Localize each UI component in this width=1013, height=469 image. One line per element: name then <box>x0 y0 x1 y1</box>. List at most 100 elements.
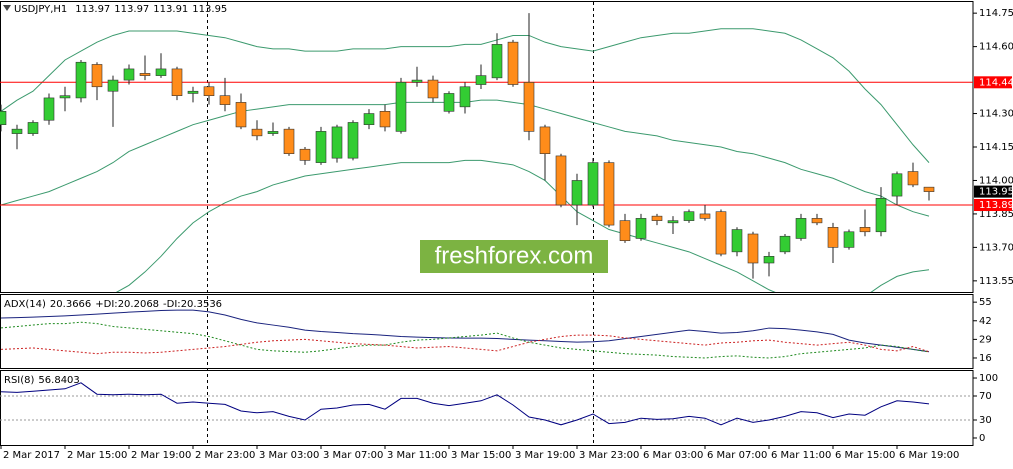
indicator-value: 20.3536 <box>181 299 222 310</box>
x-tick-label: 2 Mar 23:00 <box>195 450 255 461</box>
ohlc-value: 113.95 <box>192 4 227 15</box>
candle-body <box>155 68 167 76</box>
x-tick-label: 3 Mar 11:00 <box>387 450 447 461</box>
candle-body <box>347 122 359 159</box>
candle-body <box>763 256 775 264</box>
y-tick-label: 30 <box>979 415 992 426</box>
candle-body <box>443 93 455 112</box>
y-tick-label: 55 <box>979 297 992 308</box>
candle-body <box>667 220 679 224</box>
x-tick-label: 6 Mar 07:00 <box>707 450 767 461</box>
candle-body <box>411 79 423 83</box>
candle-body <box>75 61 87 99</box>
x-tick-label: 2 Mar 19:00 <box>131 450 191 461</box>
candle-body <box>779 235 791 253</box>
indicator-line <box>0 28 930 163</box>
candle-body <box>107 79 119 92</box>
y-tick-label: 114.60 <box>979 42 1013 53</box>
candle-body <box>395 82 407 132</box>
ohlc-value: 113.97 <box>114 4 149 15</box>
x-tick-label: 2 Mar 15:00 <box>67 450 127 461</box>
x-tick-label: 6 Mar 19:00 <box>899 450 959 461</box>
y-tick-label: 16 <box>979 353 992 364</box>
adx-pane-frame <box>0 294 974 369</box>
y-tick-label: 113.70 <box>979 242 1013 253</box>
candle-body <box>91 64 103 88</box>
y-tick-label: 114.00 <box>979 175 1013 186</box>
indicator-name: ADX(14) <box>4 299 46 310</box>
indicator-value: 20.3666 <box>50 299 91 310</box>
y-tick-label: 114.15 <box>979 142 1013 153</box>
current-price-box <box>974 185 1012 198</box>
price-label-box <box>974 76 1012 89</box>
candle-body <box>907 171 919 186</box>
y-tick-label: 100 <box>979 373 998 384</box>
indicator-name: RSI(8) <box>4 375 35 386</box>
indicator-line <box>0 382 930 426</box>
candle-body <box>11 128 23 134</box>
x-tick-label: 3 Mar 15:00 <box>451 450 511 461</box>
indicator-line <box>115 159 930 292</box>
candle-body <box>603 162 615 226</box>
candle-body <box>235 102 247 128</box>
x-tick-label: 3 Mar 07:00 <box>323 450 383 461</box>
ohlc-value: 113.91 <box>153 4 188 15</box>
x-tick-label: 6 Mar 11:00 <box>771 450 831 461</box>
y-tick-label: 0 <box>979 433 985 444</box>
candle-body <box>683 211 695 221</box>
ohlc-value: 113.97 <box>75 4 110 15</box>
y-tick-label: 114.30 <box>979 109 1013 120</box>
candle-body <box>843 231 855 248</box>
x-tick-label: 6 Mar 15:00 <box>835 450 895 461</box>
candle-body <box>507 41 519 85</box>
candle-body <box>795 218 807 239</box>
candle-body <box>491 44 503 79</box>
y-tick-label: 42 <box>979 316 992 327</box>
candle-body <box>203 86 215 96</box>
price-label: 113.89 <box>979 200 1013 211</box>
candle-body <box>523 82 535 132</box>
price-label-box <box>974 199 1012 211</box>
candle-body <box>363 113 375 125</box>
indicator-value: 20.2068 <box>118 299 159 310</box>
candle-body <box>827 227 839 248</box>
indicator-header: ADX(14) 20.3666 +DI:20.2068 -DI:20.3536 <box>4 299 222 310</box>
indicator-name: -DI: <box>163 299 181 310</box>
candle-body <box>43 97 55 121</box>
indicator-line <box>0 309 930 353</box>
watermark-box <box>420 240 608 273</box>
candle-body <box>283 128 295 154</box>
x-tick-label: 6 Mar 03:00 <box>643 450 703 461</box>
candle-body <box>251 128 263 137</box>
candle-body <box>923 186 935 192</box>
candle-body <box>811 218 823 224</box>
candle-body <box>123 68 135 81</box>
candle-body <box>27 122 39 134</box>
y-tick-label: 29 <box>979 334 992 345</box>
candle-body <box>427 79 439 99</box>
x-tick-label: 3 Mar 19:00 <box>515 450 575 461</box>
indicator-line <box>0 334 930 355</box>
candle-body <box>859 227 871 233</box>
y-tick-label: 113.85 <box>979 209 1013 220</box>
indicator-header: RSI(8) 56.8403 <box>4 375 80 386</box>
candle-body <box>379 111 391 128</box>
candle-body <box>187 90 199 94</box>
candle-body <box>315 131 327 163</box>
candle-body <box>651 215 663 221</box>
candle-body <box>571 180 583 206</box>
symbol-title: USDJPY,H1 <box>14 4 67 15</box>
symbol-icon <box>3 5 11 11</box>
candle-body <box>715 211 727 255</box>
candle-body <box>587 162 599 206</box>
candle-body <box>139 73 151 76</box>
candle-body <box>331 126 343 159</box>
y-tick-label: 113.55 <box>979 276 1013 287</box>
adx-pane <box>0 309 930 359</box>
candle-body <box>635 218 647 239</box>
y-tick-label: 114.75 <box>979 8 1013 19</box>
price-label: 114.44 <box>979 77 1013 88</box>
candle-body <box>747 233 759 264</box>
y-tick-label: 70 <box>979 391 992 402</box>
